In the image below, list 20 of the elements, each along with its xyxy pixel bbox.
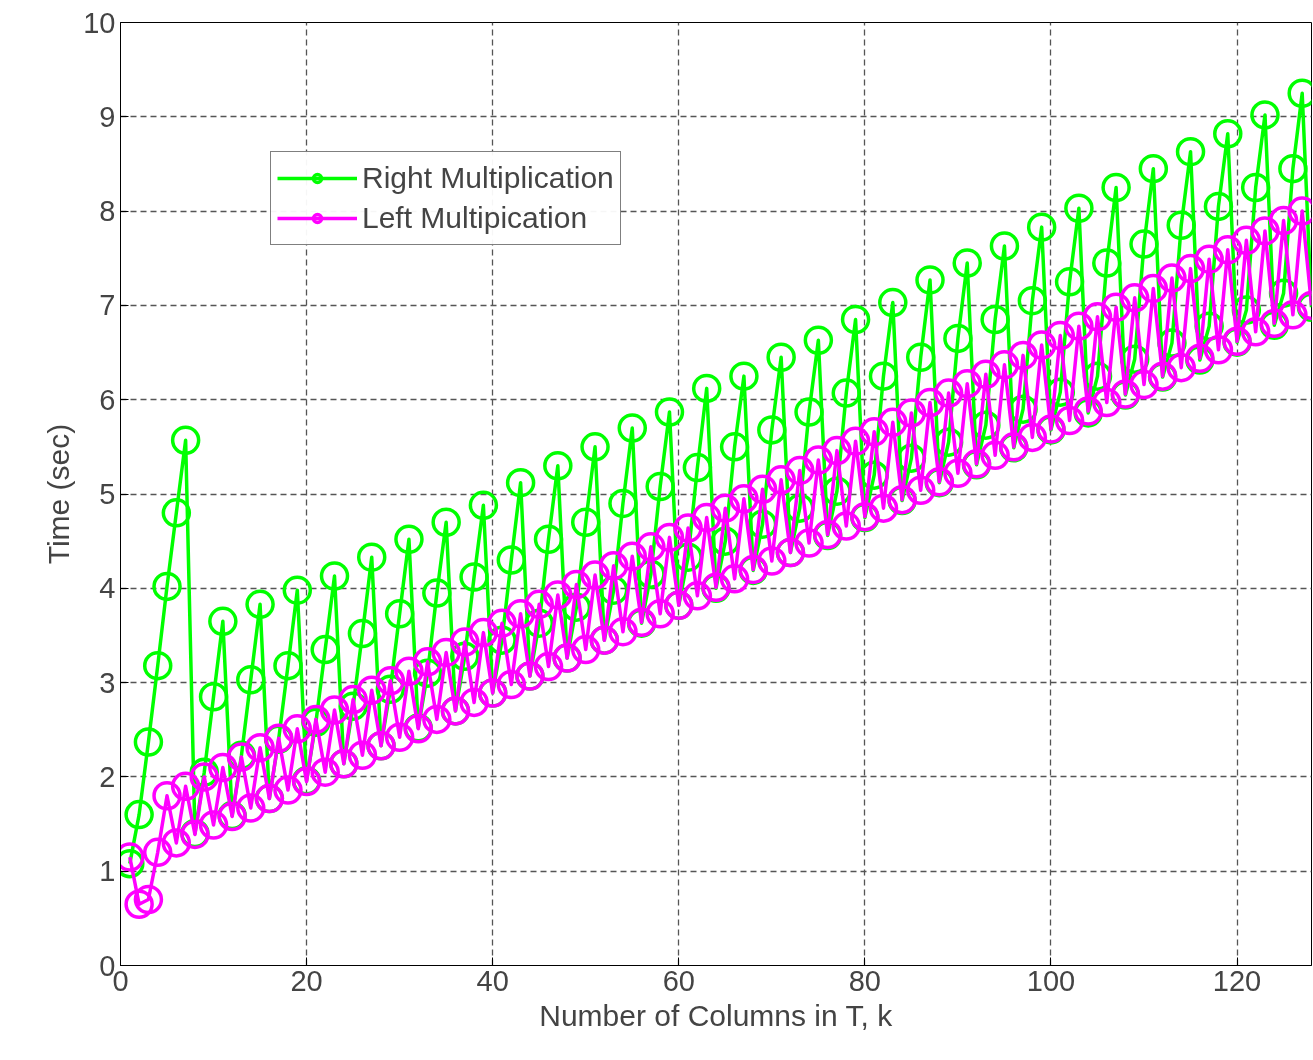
y-tick-label: 4 [99,572,116,605]
x-tick-label: 120 [1212,964,1262,997]
y-tick-label: 8 [99,195,116,228]
y-tick-label: 5 [99,478,116,510]
y-tick-label: 6 [99,383,116,416]
x-tick-label: 40 [476,964,509,997]
y-tick-label: 9 [99,100,116,133]
y-tick-label: 7 [99,289,116,322]
x-tick-label: 80 [848,964,882,997]
x-tick-label: 60 [662,964,695,997]
legend-label: Left Multipication [362,200,588,236]
y-axis-title: Time (sec) [42,423,76,565]
y-tick-label: 1 [99,855,116,888]
x-axis-title: Number of Columns in T, k [539,998,894,1032]
x-tick-label: 100 [1026,964,1076,997]
legend-label: Right Multiplication [362,160,614,196]
y-tick-label: 3 [99,666,116,699]
x-tick-label: 20 [290,964,323,997]
y-tick-label: 2 [99,760,116,793]
y-tick-label: 10 [83,6,116,39]
